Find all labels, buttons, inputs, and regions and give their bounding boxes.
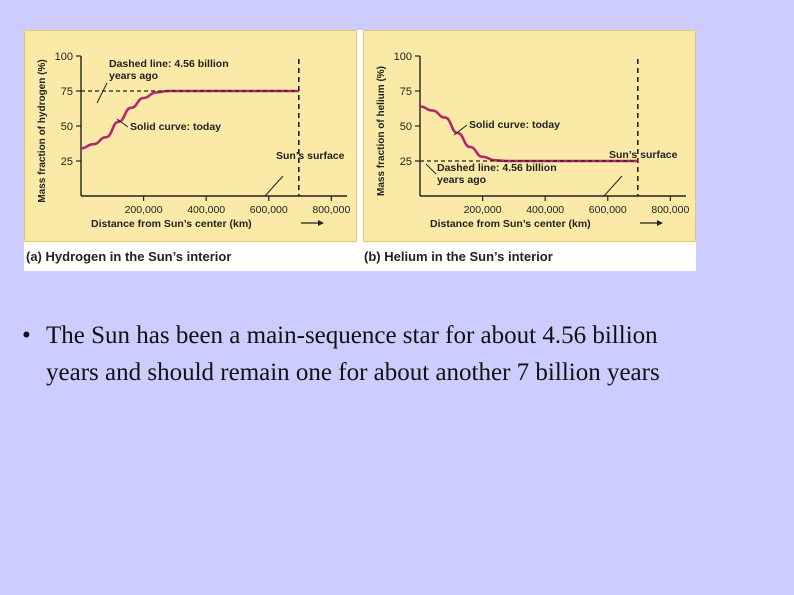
x-tick-label: 600,000 <box>589 204 627 216</box>
annotation-leader <box>264 175 284 197</box>
x-axis-arrowhead <box>657 220 663 226</box>
caption-text: Hydrogen in the Sun’s interior <box>45 249 232 264</box>
x-tick-label: 800,000 <box>651 204 689 216</box>
hydrogen-chart-panel: 25 50 75 100 200,000 400,000 600,000 800,000 Mas… <box>24 30 357 242</box>
figure: 25 50 75 100 200,000 400,000 600,000 800,000 Mas… <box>24 30 696 271</box>
annotation-text: Dashed line: 4.56 billion <box>109 58 229 70</box>
annotation-text: Sun’s surface <box>609 149 678 161</box>
x-tick-label: 200,000 <box>125 204 163 216</box>
y-axis-label: Mass fraction of helium (%) <box>376 66 387 196</box>
y-tick-label: 50 <box>61 121 73 133</box>
x-axis-arrowhead <box>318 220 324 226</box>
y-tick-label: 100 <box>394 51 412 63</box>
annotation-text: years ago <box>437 174 486 186</box>
x-tick-label: 400,000 <box>187 204 225 216</box>
annotation-text: Solid curve: today <box>469 119 560 131</box>
x-axis-label: Distance from Sun’s center (km) <box>91 218 252 230</box>
annotation-leader <box>453 124 468 136</box>
series-line-today <box>419 105 638 163</box>
helium-chart-panel: 25 50 75 100 200,000 400,000 600,000 800,000 Mas… <box>363 30 696 242</box>
annotation-text: Dashed line: 4.56 billion <box>437 162 557 174</box>
annotation-leader <box>603 175 623 197</box>
y-tick-label: 25 <box>61 156 73 168</box>
bullet-mark: • <box>22 322 31 349</box>
caption-label: (b) <box>364 249 381 264</box>
annotation-text: Sun’s surface <box>276 150 345 162</box>
y-tick-label: 100 <box>55 51 73 63</box>
x-tick-label: 800,000 <box>312 204 350 216</box>
y-axis-label: Mass fraction of hydrogen (%) <box>37 59 48 202</box>
series-line-today <box>80 89 299 150</box>
bullet-point: • The Sun has been a main-sequence star … <box>22 317 706 391</box>
caption-label: (a) <box>26 249 42 264</box>
bullet-text: The Sun has been a main-sequence star fo… <box>46 322 660 386</box>
caption-text: Helium in the Sun’s interior <box>384 249 553 264</box>
annotation-leader <box>96 82 108 104</box>
hydrogen-chart: 25 50 75 100 200,000 400,000 600,000 800,000 Mas… <box>37 51 350 230</box>
helium-chart: 25 50 75 100 200,000 400,000 600,000 800,000 Mas… <box>376 51 689 230</box>
x-tick-label: 400,000 <box>526 204 564 216</box>
x-tick-label: 600,000 <box>250 204 288 216</box>
annotation-text: Solid curve: today <box>130 121 221 133</box>
annotation-leader <box>116 118 129 128</box>
y-tick-label: 50 <box>400 121 412 133</box>
caption-helium: (b) Helium in the Sun’s interior <box>364 249 553 264</box>
y-tick-label: 75 <box>61 86 73 98</box>
x-tick-label: 200,000 <box>464 204 502 216</box>
caption-hydrogen: (a) Hydrogen in the Sun’s interior <box>26 249 231 264</box>
annotation-leader <box>425 163 437 175</box>
annotation-text: years ago <box>109 70 158 82</box>
y-tick-label: 25 <box>400 156 412 168</box>
y-tick-label: 75 <box>400 86 412 98</box>
x-axis-label: Distance from Sun’s center (km) <box>430 218 591 230</box>
